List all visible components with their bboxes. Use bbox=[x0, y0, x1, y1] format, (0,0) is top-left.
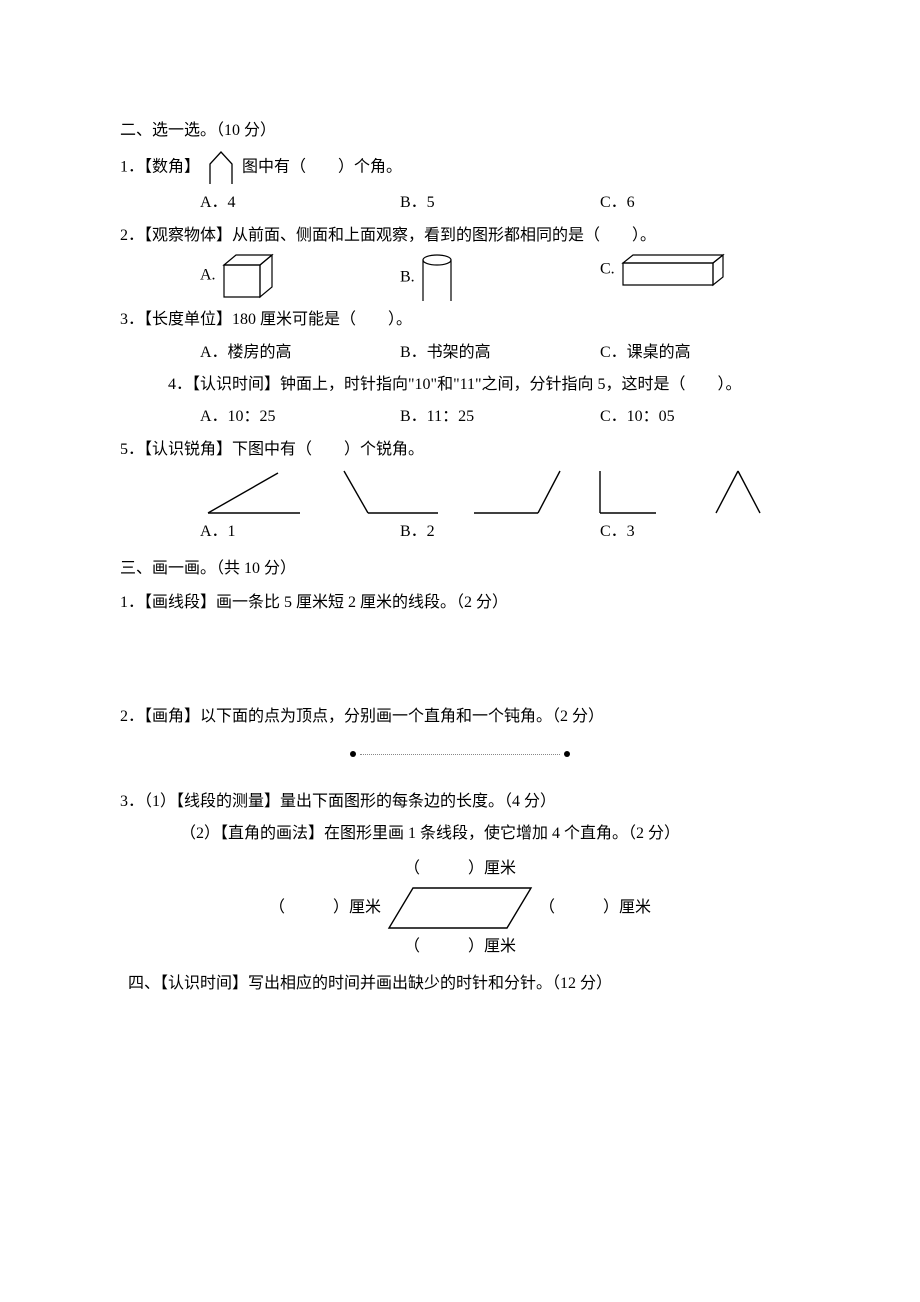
right-angle-icon bbox=[592, 467, 662, 517]
q2-5-opt-b[interactable]: B．2 bbox=[400, 517, 600, 547]
q2-4-opt-b[interactable]: B．11：25 bbox=[400, 402, 600, 432]
para-right-label: （ ）厘米 bbox=[539, 893, 651, 923]
q2-5-options: A．1 B．2 C．3 bbox=[200, 517, 800, 547]
q3-2-vertices bbox=[120, 739, 800, 769]
q2-4-opt-a[interactable]: A．10：25 bbox=[200, 402, 400, 432]
q2-2-opt-b-label: B. bbox=[400, 269, 415, 286]
section-4-heading: 四、【认识时间】写出相应的时间并画出缺少的时针和分针。（12 分） bbox=[128, 969, 800, 999]
q2-5-opt-a[interactable]: A．1 bbox=[200, 517, 400, 547]
q2-2-opt-a-label: A. bbox=[200, 267, 216, 284]
q3-2: 2．【画角】以下面的点为顶点，分别画一个直角和一个钝角。（2 分） bbox=[120, 702, 800, 732]
q2-3-opt-a[interactable]: A．楼房的高 bbox=[200, 338, 400, 368]
q2-1-stem-after: 图中有（ ）个角。 bbox=[242, 159, 402, 176]
cuboid-icon bbox=[619, 253, 729, 287]
q3-3a: 3．（1）【线段的测量】量出下面图形的每条边的长度。（4 分） bbox=[120, 787, 800, 817]
q2-3-opt-b[interactable]: B．书架的高 bbox=[400, 338, 600, 368]
vertex-dot-1 bbox=[350, 751, 356, 757]
q2-3-options: A．楼房的高 B．书架的高 C．课桌的高 bbox=[200, 338, 800, 368]
acute-angle-icon bbox=[200, 467, 310, 517]
q2-2-opt-a[interactable]: A. bbox=[200, 253, 400, 303]
q2-2-opt-b[interactable]: B. bbox=[400, 253, 600, 303]
cylinder-icon bbox=[419, 253, 455, 303]
q3-3b: （2）【直角的画法】在图形里画 1 条线段，使它增加 4 个直角。（2 分） bbox=[180, 819, 800, 849]
cube-icon bbox=[220, 253, 276, 299]
pentagon-house-icon bbox=[204, 150, 238, 186]
q3-1: 1．【画线段】画一条比 5 厘米短 2 厘米的线段。（2 分） bbox=[120, 588, 800, 618]
parallelogram-icon bbox=[385, 884, 535, 932]
q2-5-shapes bbox=[200, 467, 800, 517]
q2-1-stem-before: 1．【数角】 bbox=[120, 159, 200, 176]
q2-4-opt-c[interactable]: C．10：05 bbox=[600, 402, 800, 432]
q2-1-opt-a[interactable]: A．4 bbox=[200, 188, 400, 218]
obtuse-angle-icon bbox=[334, 467, 444, 517]
obtuse-angle-2-icon bbox=[468, 467, 568, 517]
para-left-label: （ ）厘米 bbox=[269, 893, 381, 923]
q2-5-stem: 5．【认识锐角】下图中有（ ）个锐角。 bbox=[120, 435, 800, 465]
q2-2-options: A. B. C. bbox=[200, 253, 800, 303]
section-2-heading: 二、选一选。（10 分） bbox=[120, 116, 800, 146]
vertex-dot-2 bbox=[564, 751, 570, 757]
para-top-label: （ ）厘米 bbox=[385, 854, 535, 884]
q2-3-stem: 3．【长度单位】180 厘米可能是（ ）。 bbox=[120, 305, 800, 335]
q3-1-workspace bbox=[120, 620, 800, 700]
q2-2-opt-c-label: C. bbox=[600, 261, 615, 278]
q2-1: 1．【数角】 图中有（ ）个角。 bbox=[120, 150, 800, 186]
section-3-heading: 三、画一画。（共 10 分） bbox=[120, 554, 800, 584]
q2-1-options: A．4 B．5 C．6 bbox=[200, 188, 800, 218]
dotted-guideline bbox=[360, 754, 560, 755]
q2-4-stem: 4．【认识时间】钟面上，时针指向"10"和"11"之间，分针指向 5，这时是（ … bbox=[168, 370, 800, 400]
q2-1-opt-c[interactable]: C．6 bbox=[600, 188, 800, 218]
q2-5-opt-c[interactable]: C．3 bbox=[600, 517, 800, 547]
triangle-open-icon bbox=[708, 467, 768, 517]
parallelogram-figure: （ ）厘米 （ ）厘米 （ ）厘米 （ ）厘米 bbox=[120, 854, 800, 963]
q2-4-options: A．10：25 B．11：25 C．10：05 bbox=[200, 402, 800, 432]
q2-2-opt-c[interactable]: C. bbox=[600, 253, 800, 303]
q2-1-opt-b[interactable]: B．5 bbox=[400, 188, 600, 218]
para-bottom-label: （ ）厘米 bbox=[385, 932, 535, 962]
q2-2-stem: 2．【观察物体】从前面、侧面和上面观察，看到的图形都相同的是（ ）。 bbox=[120, 221, 800, 251]
q2-3-opt-c[interactable]: C．课桌的高 bbox=[600, 338, 800, 368]
